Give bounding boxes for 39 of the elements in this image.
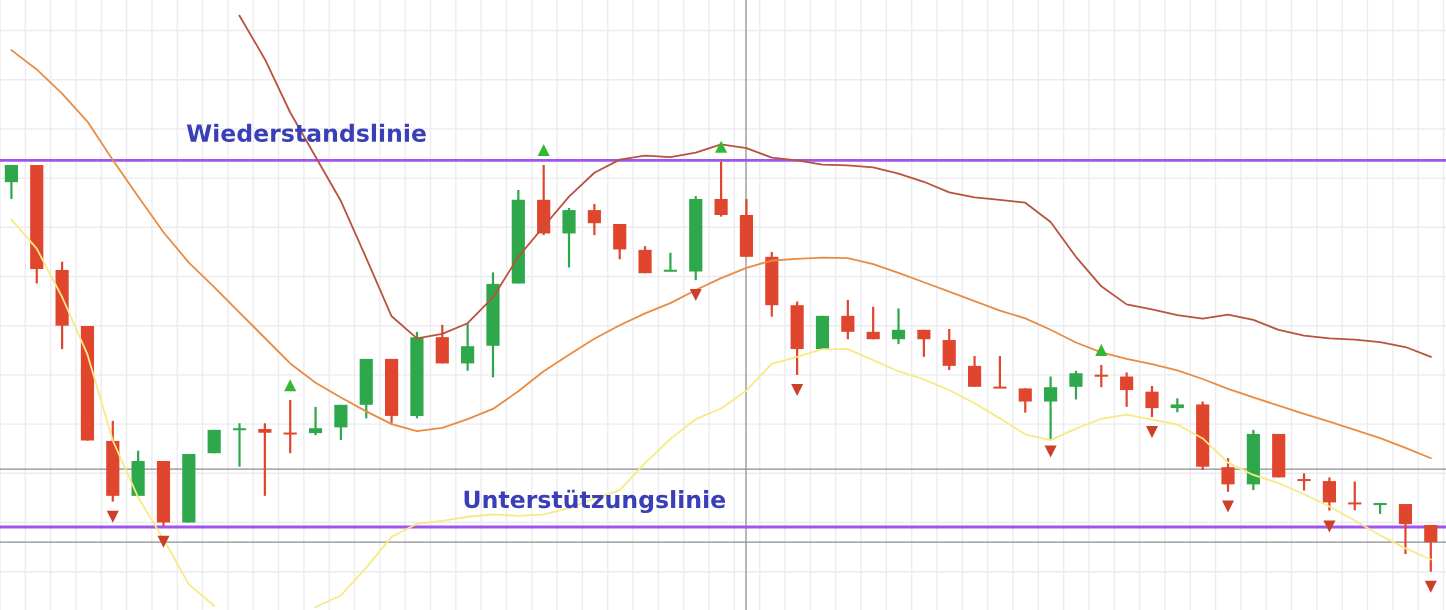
candlestick xyxy=(308,405,323,437)
candlestick xyxy=(1322,476,1336,512)
candlestick xyxy=(1398,502,1413,556)
candlestick xyxy=(1424,523,1438,573)
candlestick xyxy=(258,422,272,497)
point xyxy=(1222,500,1235,513)
point xyxy=(791,384,804,397)
candlestick xyxy=(587,202,601,237)
point xyxy=(157,535,170,548)
point xyxy=(1044,445,1057,458)
candlestick xyxy=(1018,387,1032,414)
candlestick xyxy=(1094,363,1108,389)
point xyxy=(284,379,297,392)
candlestick xyxy=(1069,369,1083,401)
candlestick xyxy=(562,206,576,269)
point xyxy=(1145,425,1158,438)
candlestick xyxy=(714,160,728,218)
candlestick xyxy=(1044,375,1058,442)
candlestick xyxy=(866,305,880,341)
candlestick xyxy=(1120,371,1134,408)
candlestick xyxy=(841,298,855,341)
candlestick xyxy=(1221,457,1235,493)
candlestick xyxy=(1348,480,1362,512)
point xyxy=(689,288,702,301)
candlestick xyxy=(1145,384,1159,419)
candlestick xyxy=(232,422,247,468)
candlestick xyxy=(663,251,677,273)
candlestick xyxy=(461,322,475,372)
point xyxy=(1323,520,1336,533)
candlestick xyxy=(283,398,297,455)
point xyxy=(106,510,119,523)
point xyxy=(1095,343,1108,356)
candlestick xyxy=(993,354,1007,390)
candlestick xyxy=(4,163,18,201)
candlestick xyxy=(638,245,652,275)
candlestick xyxy=(967,354,982,388)
candlestick xyxy=(917,328,931,358)
candlestick xyxy=(334,403,348,442)
candlestick xyxy=(891,307,906,346)
